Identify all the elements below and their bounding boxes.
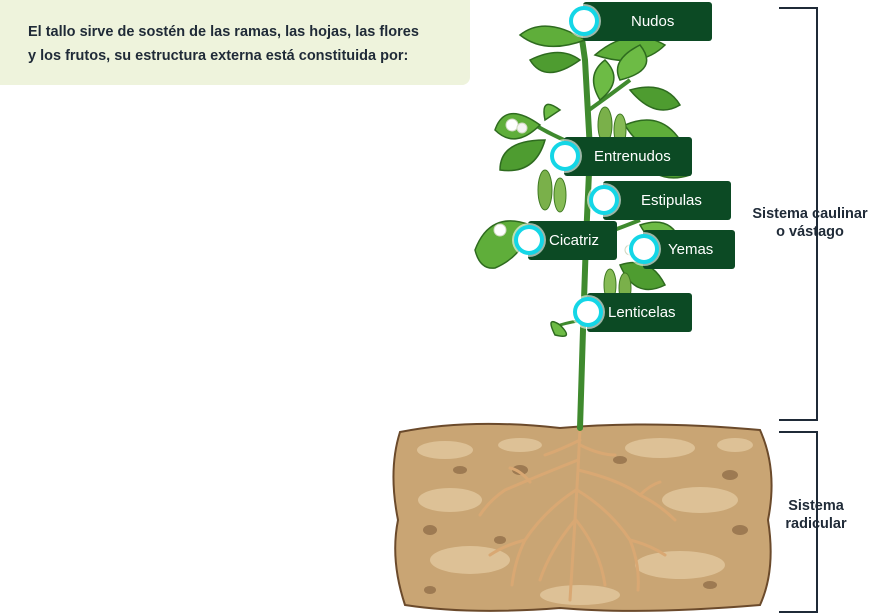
- hotspot-nudos[interactable]: Nudos: [569, 2, 712, 41]
- radicular-line-1: Sistema: [788, 498, 844, 514]
- bracket-caulinar: [779, 7, 818, 421]
- lenticelas-label: Lenticelas: [608, 304, 676, 321]
- estipulas-label: Estipulas: [641, 192, 702, 209]
- hotspot-estipulas[interactable]: Estipulas: [589, 181, 731, 220]
- yemas-label: Yemas: [668, 241, 714, 258]
- roots: [478, 426, 677, 602]
- cicatriz-label: Cicatriz: [549, 232, 600, 249]
- estipulas-marker-icon[interactable]: [589, 185, 619, 215]
- intro-box: El tallo sirve de sostén de las ramas, l…: [0, 0, 470, 85]
- intro-line-2: y los frutos, su estructura externa está…: [28, 48, 409, 64]
- nudos-marker-icon[interactable]: [569, 6, 599, 36]
- soil-block: [392, 422, 773, 612]
- label-sistema-radicular: Sistema radicular: [768, 497, 864, 533]
- hotspot-lenticelas[interactable]: Lenticelas: [573, 293, 692, 332]
- entrenudos-marker-icon[interactable]: [550, 141, 580, 171]
- nudos-label: Nudos: [631, 13, 675, 30]
- bracket-radicular: [779, 431, 818, 613]
- radicular-line-2: radicular: [785, 516, 847, 532]
- label-sistema-caulinar: Sistema caulinar o vástago: [748, 205, 872, 241]
- yemas-marker-icon[interactable]: [629, 234, 659, 264]
- pods-and-flowers: [493, 106, 636, 304]
- hotspot-cicatriz[interactable]: Cicatriz: [514, 221, 617, 260]
- intro-line-1: El tallo sirve de sostén de las ramas, l…: [28, 24, 419, 40]
- hotspot-yemas[interactable]: Yemas: [629, 230, 735, 269]
- lenticelas-marker-icon[interactable]: [573, 297, 603, 327]
- caulinar-line-1: Sistema caulinar: [752, 206, 868, 222]
- entrenudos-label: Entrenudos: [594, 148, 671, 165]
- caulinar-line-2: o vástago: [776, 224, 844, 240]
- cicatriz-marker-icon[interactable]: [514, 225, 544, 255]
- hotspot-entrenudos[interactable]: Entrenudos: [550, 137, 692, 176]
